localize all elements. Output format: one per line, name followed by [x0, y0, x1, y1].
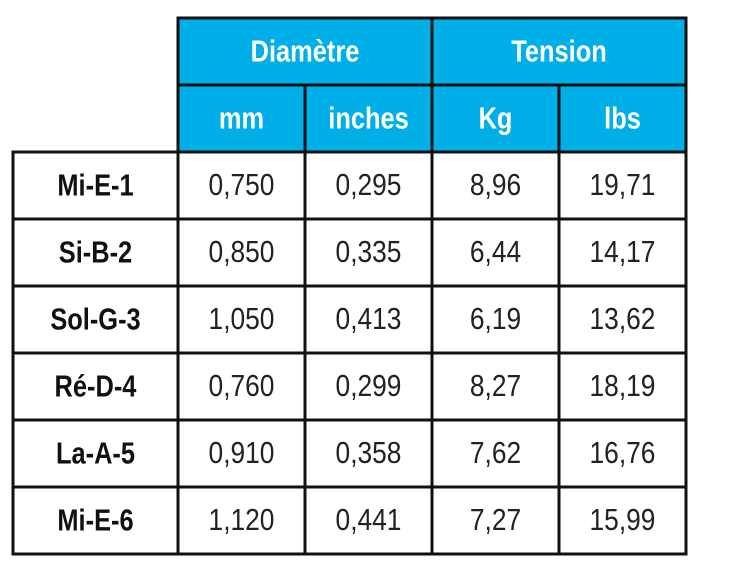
cell-value: 0,295	[336, 168, 402, 202]
cell-value: 1,050	[209, 302, 275, 336]
cell-value: 8,96	[470, 168, 521, 202]
group-header: Diamètre	[251, 34, 360, 69]
cell-value: 0,335	[336, 235, 402, 269]
cell-value: 0,413	[336, 302, 402, 336]
row-label-cell	[11, 418, 180, 489]
group-header-cell	[176, 16, 434, 87]
cell-value: 8,27	[470, 369, 521, 403]
cell-value: 0,750	[209, 168, 275, 202]
data-cell	[557, 284, 688, 355]
cell-value: 0,910	[209, 436, 275, 470]
cell-value: 7,62	[470, 436, 521, 470]
data-cell	[303, 217, 434, 288]
cell-value: 14,17	[590, 235, 656, 269]
cell-value: 18,19	[590, 369, 656, 403]
row-label: Mi-E-1	[57, 168, 133, 203]
data-cell	[303, 284, 434, 355]
cell-value: 0,850	[209, 235, 275, 269]
data-cell	[303, 418, 434, 489]
unit-header: mm	[219, 101, 264, 136]
row-label: Sol-G-3	[50, 302, 140, 337]
data-cell	[303, 485, 434, 556]
cell-value: 16,76	[590, 436, 656, 470]
cell-value: 15,99	[590, 503, 656, 537]
row-label-cell	[11, 351, 180, 422]
cell-value: 7,27	[470, 503, 521, 537]
data-cell	[430, 284, 561, 355]
data-cell	[176, 150, 307, 221]
data-cell	[557, 217, 688, 288]
data-cell	[430, 150, 561, 221]
row-label: Si-B-2	[59, 235, 132, 270]
data-cell	[176, 351, 307, 422]
cell-value: 6,19	[470, 302, 521, 336]
cell-value: 19,71	[590, 168, 656, 202]
data-cell	[430, 485, 561, 556]
group-header-cell	[430, 16, 688, 87]
cell-value: 0,441	[336, 503, 402, 537]
cell-value: 6,44	[470, 235, 521, 269]
cell-value: 1,120	[209, 503, 275, 537]
cell-value: 0,358	[336, 436, 402, 470]
cell-value: 13,62	[590, 302, 656, 336]
row-label-cell	[11, 217, 180, 288]
data-cell	[557, 351, 688, 422]
row-label: Ré-D-4	[55, 369, 137, 404]
data-cell	[557, 485, 688, 556]
unit-header: inches	[328, 101, 408, 136]
group-header: Tension	[511, 34, 607, 69]
row-label: La-A-5	[56, 436, 135, 471]
unit-header: lbs	[604, 101, 641, 136]
data-cell	[557, 418, 688, 489]
row-label: Mi-E-6	[57, 503, 133, 538]
data-cell	[557, 150, 688, 221]
unit-header: Kg	[479, 101, 513, 136]
row-label-cell	[11, 284, 180, 355]
unit-header-cell	[557, 83, 688, 154]
cell-value: 0,760	[209, 369, 275, 403]
cell-value: 0,299	[336, 369, 402, 403]
